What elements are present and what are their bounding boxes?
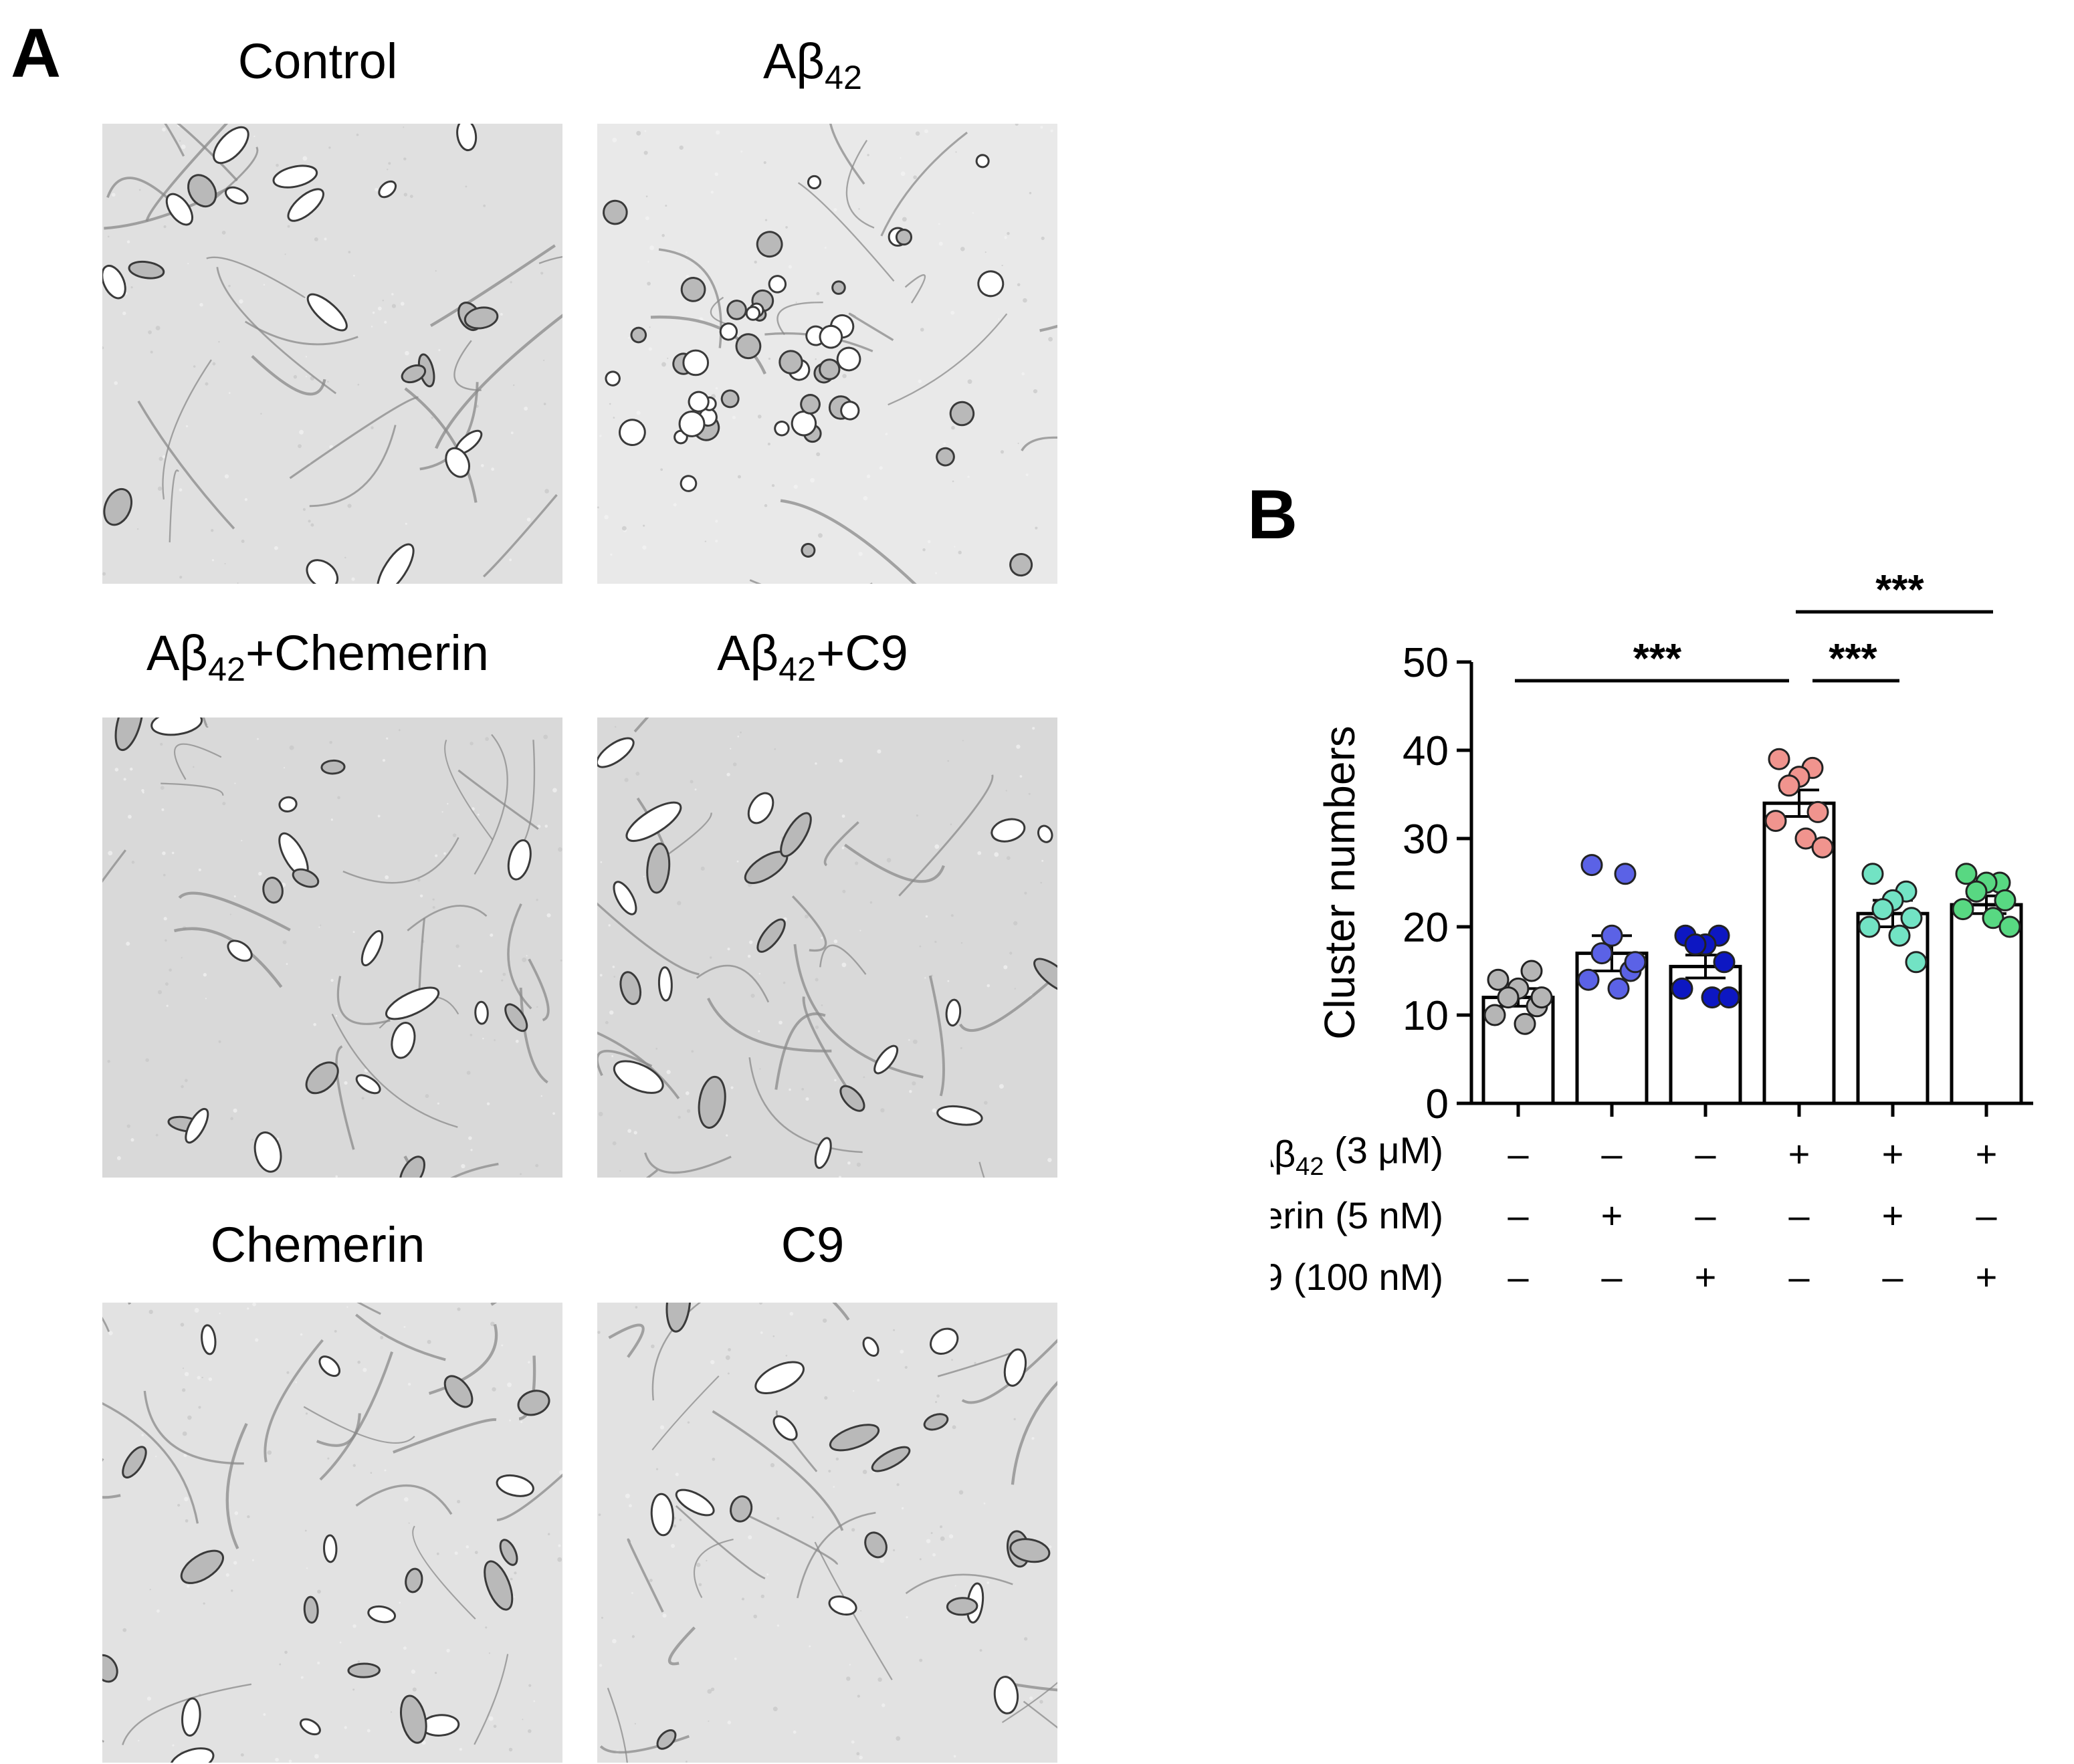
y-axis-label: Cluster numbers [1316,726,1364,1040]
condition-sign: – [1508,1133,1529,1175]
data-point [1487,968,1510,991]
data-point [1671,977,1693,1000]
data-point [1530,986,1553,1009]
y-tick-label: 40 [1403,728,1449,774]
panel-a-letter: A [11,15,62,92]
data-point [1607,977,1630,1000]
data-point [1811,836,1834,859]
bar-4 [1762,801,1836,1105]
condition-sign: – [1976,1194,1997,1236]
micrograph-title-c9: C9 [781,1217,845,1273]
condition-sign: + [1695,1256,1717,1298]
data-point [1905,951,1928,974]
data-point [1858,915,1881,938]
data-point [1497,986,1520,1009]
data-point [1982,907,2004,929]
y-tick-label: 10 [1403,993,1449,1039]
data-point [1994,889,2016,911]
condition-sign: – [1788,1256,1810,1298]
condition-sign: – [1882,1256,1903,1298]
y-tick-label: 0 [1426,1081,1449,1127]
micrograph-title-control: Control [237,33,398,89]
y-tick-label: 50 [1403,640,1449,686]
condition-sign: – [1601,1133,1623,1175]
data-point [1520,960,1543,982]
condition-sign: + [1976,1256,1998,1298]
data-point [1684,933,1707,956]
data-point [1624,951,1647,974]
condition-sign: – [1601,1256,1623,1298]
data-point [1600,924,1623,947]
data-point [1764,810,1787,833]
data-point [1768,748,1790,770]
condition-label: C9 (100 nM) [1271,1256,1443,1298]
significance-label: *** [1829,636,1877,682]
significance-label: *** [1633,636,1682,682]
data-point [1998,915,2021,938]
data-point [1794,827,1817,850]
micrograph-c9 [597,1303,1057,1763]
condition-label: Aβ42 (3 μM) [1271,1129,1443,1181]
data-point [1955,863,1978,885]
micrograph-abeta42-c9 [597,718,1057,1178]
condition-sign: + [1882,1194,1904,1236]
condition-sign: – [1508,1256,1529,1298]
micrograph-title-chemerin: Chemerin [210,1217,425,1273]
condition-sign: – [1508,1194,1529,1236]
y-tick-label: 30 [1403,816,1449,863]
condition-sign: + [1976,1133,1998,1175]
data-point [1514,1012,1536,1035]
data-point [1952,898,1974,921]
significance-label: *** [1875,567,1924,613]
data-point [1806,800,1829,823]
data-point [1778,774,1800,797]
condition-sign: – [1695,1133,1716,1175]
data-point [1888,924,1911,947]
micrograph-title-abeta42: Aβ42 [763,33,862,97]
panel-b-letter: B [1247,476,1298,554]
data-point [1577,968,1600,991]
condition-sign: – [1788,1194,1810,1236]
data-point [1871,898,1894,921]
micrograph-control [102,124,562,584]
bar-5 [1856,911,1930,1105]
condition-sign: + [1788,1133,1810,1175]
micrograph-abeta42-chemerin [102,718,562,1178]
data-point [1590,942,1613,965]
condition-sign: – [1695,1194,1716,1236]
micrograph-chemerin [102,1303,562,1763]
data-point [1614,863,1637,885]
data-point [1483,1004,1506,1026]
data-point [1900,907,1923,929]
data-point [1713,951,1736,974]
data-point [1580,854,1603,877]
condition-label: Chemerin (5 nM) [1271,1194,1443,1236]
data-point [1965,880,1988,903]
data-point [1861,863,1884,885]
y-tick-label: 20 [1403,905,1449,951]
micrograph-abeta42 [597,124,1057,584]
data-point [1718,986,1740,1009]
micrograph-title-abeta42-c9: Aβ42+C9 [717,625,908,689]
cluster-numbers-chart: 0 10 20 30 40 50 Cluster numbers *** *** *** Aβ42 … [1271,567,2033,1298]
condition-sign: + [1882,1133,1904,1175]
micrograph-title-abeta42-chemerin: Aβ42+Chemerin [146,625,489,689]
condition-sign: + [1601,1194,1623,1236]
